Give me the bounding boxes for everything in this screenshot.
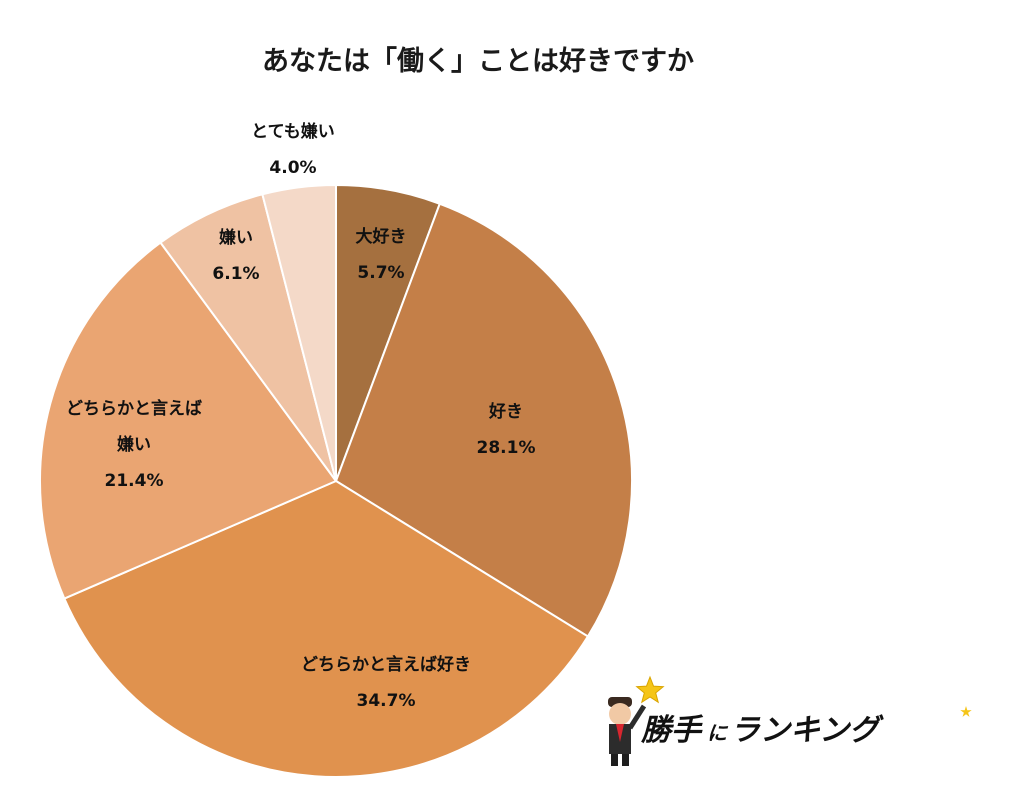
slice-category-label: とても嫌い [251, 121, 335, 142]
star-icon [635, 675, 665, 704]
slice-value-label: 6.1% [212, 264, 259, 284]
logo-text-particle: に [707, 721, 729, 745]
slice-value-label: 5.7% [357, 263, 404, 283]
slice-labels: 大好き5.7%好き28.1%どちらかと言えば好き34.7%どちらかと言えば嫌い2… [66, 121, 535, 711]
slice-value-label: 21.4% [105, 471, 164, 491]
pie-slices [39, 183, 633, 778]
pie-slice [334, 202, 633, 638]
site-logo: 勝手 に ランキング [608, 675, 972, 766]
sparkle-icon [960, 706, 972, 717]
slice-category-label: 嫌い [116, 434, 151, 455]
pie-slice [261, 183, 337, 482]
pie-slice [39, 241, 338, 600]
logo-text-main: 勝手 [641, 713, 704, 748]
slice-category-label: 好き [488, 401, 523, 422]
slice-value-label: 28.1% [477, 438, 536, 458]
slice-value-label: 34.7% [357, 691, 416, 711]
slice-value-label: 4.0% [269, 158, 316, 178]
slice-category-label: 大好き [356, 226, 407, 247]
logo-text-rest: ランキング [730, 713, 884, 748]
slice-category-label: どちらかと言えば [66, 398, 202, 419]
slice-category-label: 嫌い [218, 227, 253, 248]
slice-category-label: どちらかと言えば好き [301, 654, 471, 675]
chart-title: あなたは「働く」ことは好きですか [262, 45, 694, 77]
mascot-icon [608, 697, 647, 766]
pie-slice [63, 479, 590, 778]
